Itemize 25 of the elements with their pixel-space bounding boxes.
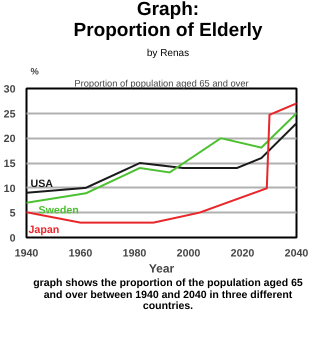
- text: graph shows the proportion of the population aged 65 and over between 1940 and 2040 in three different countries.: [33, 277, 303, 313]
- series-label: USA: [30, 178, 54, 190]
- y-tick-label: 0: [10, 232, 16, 244]
- line-series: [26, 122, 296, 194]
- chart-title: Graph: Proportion of Elderly: [74, 0, 262, 42]
- series-label: Japan: [28, 224, 60, 236]
- line-series: [26, 102, 296, 224]
- y-tick-label: 5: [10, 208, 16, 220]
- x-tick-label: 1960: [68, 248, 92, 260]
- x-tick-label: 2020: [230, 248, 254, 260]
- chart-subtitle: by Renas: [146, 48, 190, 59]
- x-tick-label: 2000: [176, 248, 200, 260]
- x-tick-label: 1980: [122, 248, 146, 260]
- y-tick-label: 25: [4, 108, 16, 120]
- x-tick-label: 2040: [284, 248, 308, 260]
- x-tick-label: 1940: [14, 248, 38, 260]
- y-tick-label: 10: [4, 182, 16, 195]
- y-axis-title: %: [30, 66, 40, 76]
- x-axis-title: Year: [148, 262, 175, 276]
- text: Proportion of population aged 65 and over: [74, 78, 249, 88]
- y-tick-label: 15: [4, 158, 16, 170]
- line-series: [26, 112, 296, 204]
- y-tick-label: 30: [4, 84, 16, 96]
- y-tick-label: 20: [4, 133, 16, 146]
- series-label: Sweden: [38, 204, 79, 217]
